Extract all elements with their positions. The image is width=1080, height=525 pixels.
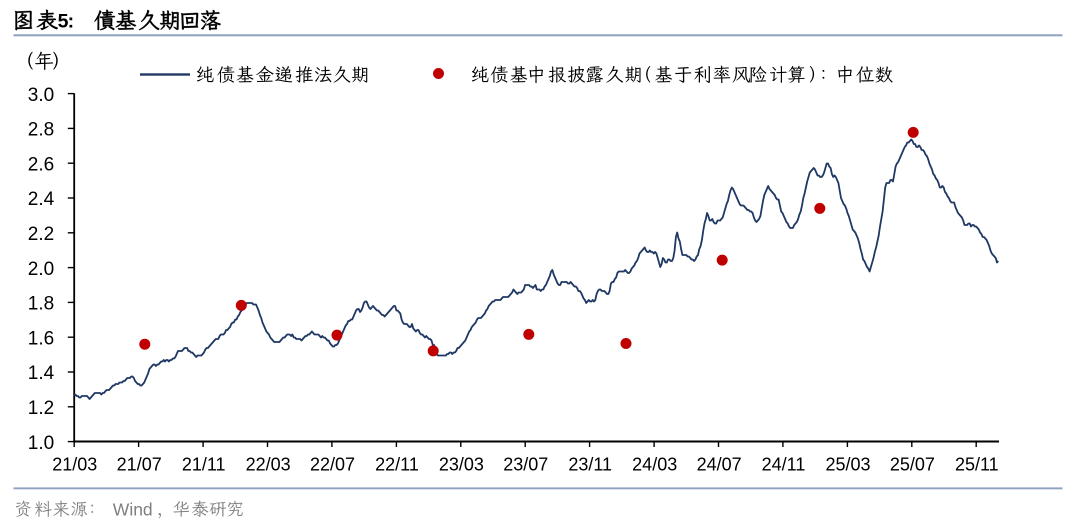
svg-text:1.6: 1.6 xyxy=(28,328,54,349)
svg-text:21/11: 21/11 xyxy=(182,454,226,474)
svg-text:21/03: 21/03 xyxy=(52,454,97,474)
svg-text:23/07: 23/07 xyxy=(503,454,548,474)
svg-text:Wind: Wind xyxy=(113,500,153,520)
svg-text:25/07: 25/07 xyxy=(890,454,935,474)
svg-text:23/11: 23/11 xyxy=(568,454,612,474)
svg-text:22/11: 22/11 xyxy=(375,454,419,474)
svg-text:24/07: 24/07 xyxy=(697,454,742,474)
svg-text:1.4: 1.4 xyxy=(28,363,55,384)
svg-text:5:: 5: xyxy=(58,11,74,33)
svg-text:21/07: 21/07 xyxy=(117,454,162,474)
svg-text:3.0: 3.0 xyxy=(28,85,54,106)
svg-text:22/03: 22/03 xyxy=(246,454,291,474)
svg-text:1.0: 1.0 xyxy=(28,433,54,454)
svg-text:2.8: 2.8 xyxy=(28,120,54,141)
svg-text:22/07: 22/07 xyxy=(310,454,355,474)
svg-text:1.8: 1.8 xyxy=(28,294,54,315)
svg-text:24/03: 24/03 xyxy=(632,454,677,474)
svg-text:25/11: 25/11 xyxy=(955,454,999,474)
svg-text:24/11: 24/11 xyxy=(762,454,806,474)
svg-text:23/03: 23/03 xyxy=(439,454,484,474)
svg-text:25/03: 25/03 xyxy=(825,454,870,474)
svg-text:2.6: 2.6 xyxy=(28,154,54,175)
svg-text:2.2: 2.2 xyxy=(28,224,54,245)
svg-text:2.4: 2.4 xyxy=(28,189,55,210)
svg-text:2.0: 2.0 xyxy=(28,259,54,280)
svg-text:1.2: 1.2 xyxy=(28,398,54,419)
